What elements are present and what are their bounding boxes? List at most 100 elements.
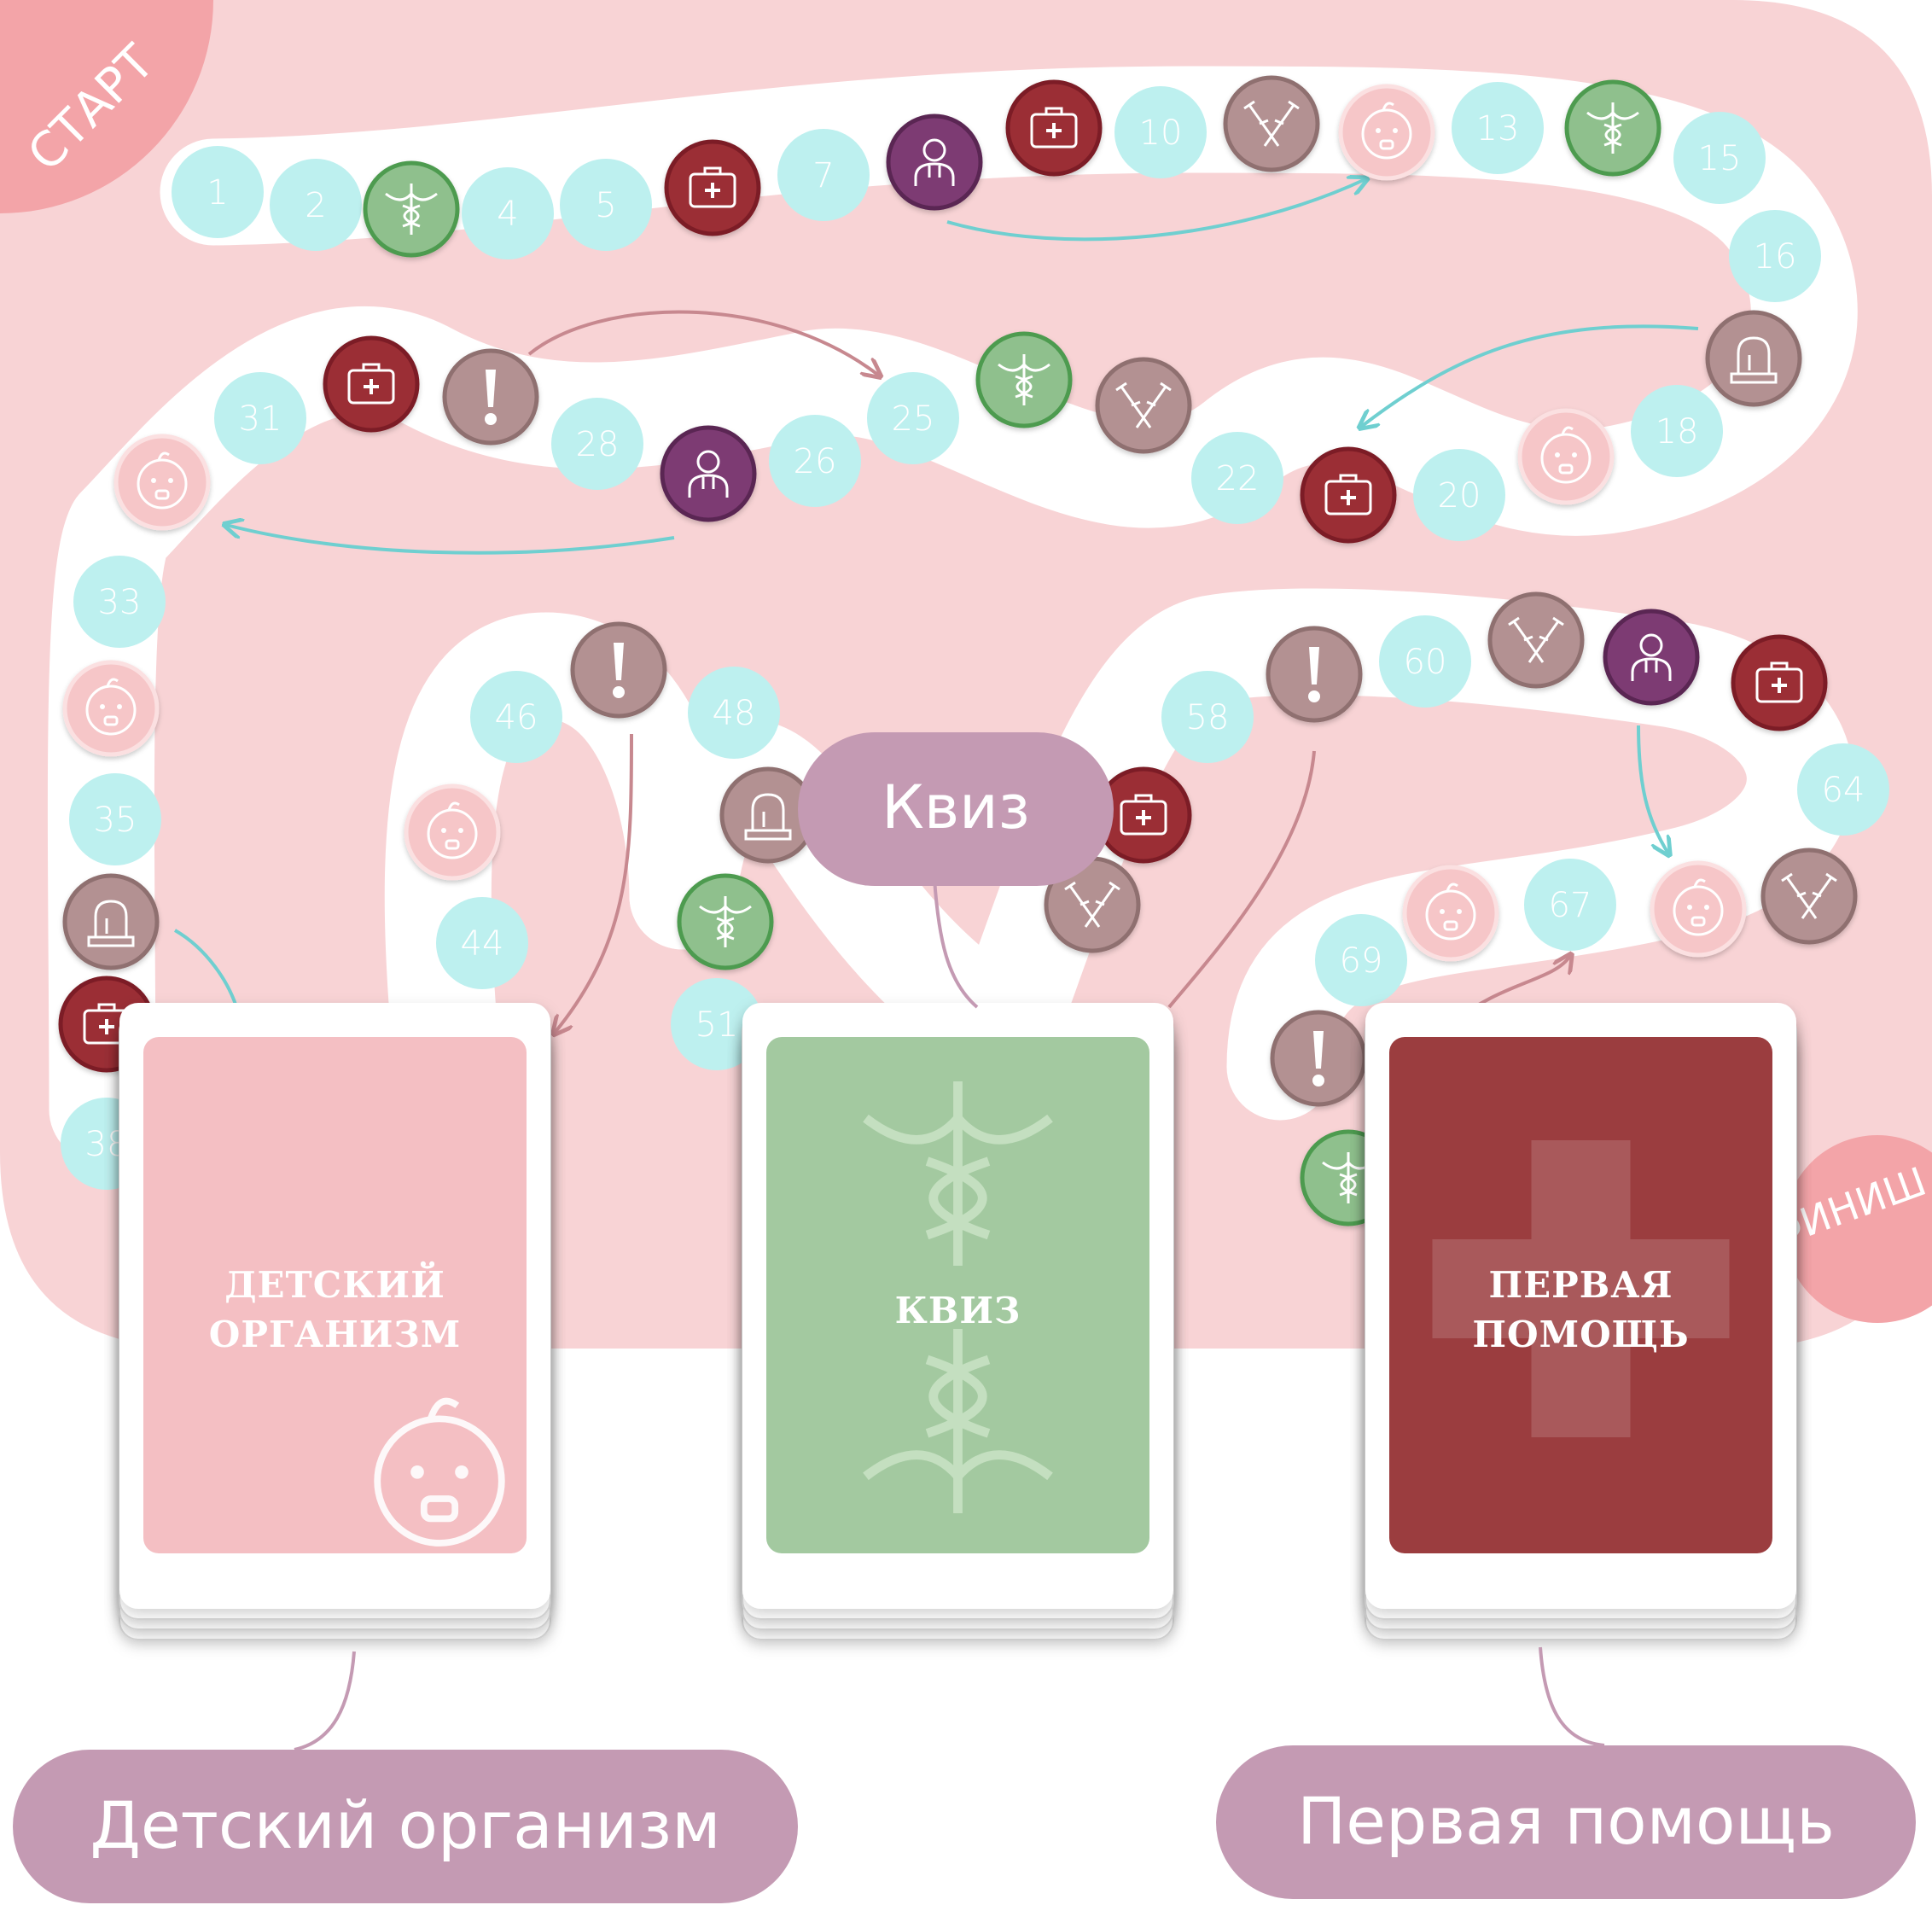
medkit-icon	[1755, 661, 1803, 703]
crutches-icon	[1115, 382, 1172, 428]
caduceus-icon	[699, 896, 752, 947]
first-aid-card-deck[interactable]: ПЕРВАЯ ПОМОЩЬ	[1365, 1003, 1797, 1640]
cell-number: 10	[1139, 114, 1183, 153]
exclamation-icon	[613, 643, 625, 698]
board-cell-18: 18	[1631, 385, 1723, 477]
board-cell-67: 67	[1524, 859, 1616, 951]
board-cell-doctor	[1603, 609, 1700, 706]
arrow-62-to-66	[1637, 725, 1668, 853]
cell-number: 15	[1698, 139, 1742, 178]
first-aid-label-pill: Первая помощь	[1216, 1745, 1916, 1899]
first-aid-card-title: ПОМОЩЬ	[1472, 1314, 1689, 1355]
board-cell-warning	[570, 621, 667, 719]
board-cell-quiz	[677, 873, 774, 970]
board-cell-quiz	[1564, 79, 1661, 177]
crutches-icon	[1781, 872, 1837, 919]
cell-number: 16	[1754, 237, 1797, 277]
board-cell-quiz	[363, 160, 460, 258]
cell-number: 69	[1340, 941, 1383, 981]
arrow-58-down	[1167, 750, 1316, 1009]
red-cross-icon	[1432, 1140, 1730, 1438]
baby-icon	[427, 801, 478, 859]
board-cell-69: 69	[1315, 914, 1407, 1006]
board-cell-warning	[442, 348, 539, 446]
board-cell-kids	[1402, 865, 1499, 962]
arrow-17-to-21	[1361, 324, 1699, 427]
board-cell-31: 31	[214, 372, 306, 464]
board-cell-7: 7	[777, 129, 870, 221]
quiz-label-pill: Квиз	[798, 732, 1114, 886]
board-cell-doctor	[886, 114, 983, 211]
board-cell-crutches	[1760, 848, 1858, 945]
board-cell-alarm	[1705, 310, 1802, 407]
first-aid-card-title: ПЕРВАЯ	[1489, 1264, 1673, 1306]
cell-number: 44	[461, 924, 504, 964]
quiz-card-deck[interactable]: КВИЗ	[742, 1003, 1174, 1640]
cell-number: 60	[1404, 643, 1447, 682]
cell-number: 22	[1216, 459, 1260, 498]
board-cell-alarm	[62, 873, 160, 970]
board-cell-crutches	[1487, 591, 1585, 689]
board-cell-first-aid	[323, 335, 420, 433]
board-cell-48: 48	[688, 667, 780, 759]
kids-label-pill: Детский организм	[13, 1750, 798, 1903]
cell-number: 26	[794, 442, 837, 481]
baby-icon	[374, 1397, 505, 1547]
doctor-icon	[688, 450, 729, 498]
crutches-icon	[1243, 100, 1300, 147]
kids-card-deck[interactable]: ДЕТСКИЙ ОРГАНИЗМ	[119, 1003, 551, 1640]
baby-icon	[85, 678, 137, 736]
medkit-icon	[1324, 474, 1372, 516]
cell-number: 25	[892, 399, 935, 439]
exclamation-icon	[1308, 647, 1320, 702]
cell-number: 28	[576, 425, 620, 464]
exclamation-icon	[1312, 1031, 1324, 1086]
siren-icon	[87, 900, 135, 947]
board-cell-15: 15	[1673, 112, 1766, 204]
shortcut-arrows	[174, 179, 1699, 1033]
arrow-7-to-12	[946, 179, 1365, 242]
cell-number: 48	[713, 694, 756, 733]
caduceus-icon	[1586, 102, 1639, 154]
board-cell-2: 2	[270, 159, 362, 251]
baby-icon	[1540, 426, 1592, 484]
board-cell-10: 10	[1114, 86, 1207, 178]
baby-icon	[1673, 878, 1724, 936]
board-cell-kids	[1517, 408, 1615, 505]
board-cell-26: 26	[769, 415, 861, 507]
cell-number: 35	[94, 801, 137, 840]
board-cell-28: 28	[551, 398, 643, 490]
board-cell-46: 46	[470, 671, 562, 763]
board-cell-warning	[1270, 1010, 1367, 1107]
medkit-icon	[1120, 794, 1167, 836]
board-cell-first-aid	[1005, 79, 1103, 177]
cell-number: 31	[239, 399, 282, 439]
cell-number: 2	[305, 186, 326, 225]
board-cell-58: 58	[1161, 671, 1254, 763]
board-cell-64: 64	[1797, 743, 1889, 836]
card-decks: ДЕТСКИЙ ОРГАНИЗМ КВИЗ ПЕРВАЯ ПОМОЩЬ	[119, 1003, 1797, 1640]
board-cell-first-aid	[664, 139, 761, 236]
kids-card-title: ОРГАНИЗМ	[209, 1314, 462, 1355]
board-cell-1: 1	[172, 146, 264, 238]
board-cell-20: 20	[1413, 449, 1505, 541]
board-cell-crutches	[1223, 75, 1320, 172]
medkit-icon	[689, 166, 736, 208]
baby-icon	[1425, 883, 1476, 941]
board-cell-22: 22	[1191, 432, 1283, 524]
board-cell-first-aid	[1731, 634, 1828, 731]
crutches-icon	[1064, 881, 1120, 928]
board-cell-51: 51	[671, 978, 763, 1070]
cell-number: 20	[1438, 476, 1481, 516]
cell-number: 13	[1476, 109, 1520, 149]
caduceus-icon	[385, 184, 438, 235]
cell-number: 7	[812, 156, 834, 195]
kids-card-title: ДЕТСКИЙ	[224, 1261, 445, 1306]
board-cell-44: 44	[436, 897, 528, 989]
board-cell-first-aid	[1095, 766, 1192, 864]
exclamation-icon	[485, 370, 497, 425]
quiz-label-text: Квиз	[882, 772, 1030, 842]
siren-icon	[744, 793, 792, 841]
board-cell-60: 60	[1379, 615, 1471, 708]
